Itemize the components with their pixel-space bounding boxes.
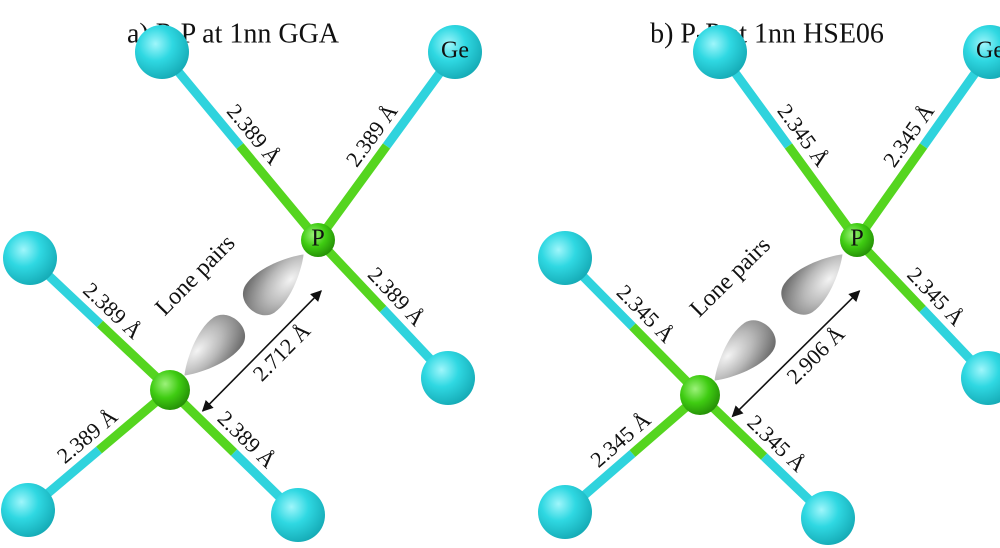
p-atom: [840, 223, 874, 257]
bond-p: [236, 143, 322, 243]
ge-atom: [538, 485, 592, 539]
p-label: P: [311, 226, 324, 252]
ge-atom: [135, 25, 189, 79]
p-atom: [301, 223, 335, 257]
lone-pair: [781, 254, 843, 315]
ge-atom: [271, 488, 325, 542]
ge-atom: [428, 25, 482, 79]
p-atom: [150, 370, 190, 410]
pp-distance-arrow: [731, 290, 861, 418]
ge-label: Ge: [976, 38, 1000, 64]
lone-pairs-label: Lone pairs: [685, 232, 776, 322]
ge-atom: [961, 351, 1000, 405]
pp-distance-label: 2.906 Å: [781, 321, 849, 389]
lone-pair: [243, 254, 304, 316]
pp-distance-arrow: [201, 290, 322, 412]
ge-atom: [3, 231, 57, 285]
bond-p: [853, 143, 928, 243]
ge-atom: [1, 483, 55, 537]
lone-pairs-label: Lone pairs: [150, 230, 240, 321]
p-atom: [680, 375, 720, 415]
ge-atom: [421, 351, 475, 405]
ge-label: Ge: [441, 38, 469, 64]
ge-atom: [693, 25, 747, 79]
p-label: P: [850, 226, 863, 252]
pp-distance-label: 2.712 Å: [248, 318, 316, 386]
ge-atom: [963, 25, 1000, 79]
bond-p: [784, 143, 861, 243]
ge-atom: [801, 491, 855, 545]
bond-p: [314, 143, 391, 243]
panel-title: b) P-P at 1nn HSE06: [650, 18, 884, 49]
ge-atom: [538, 231, 592, 285]
